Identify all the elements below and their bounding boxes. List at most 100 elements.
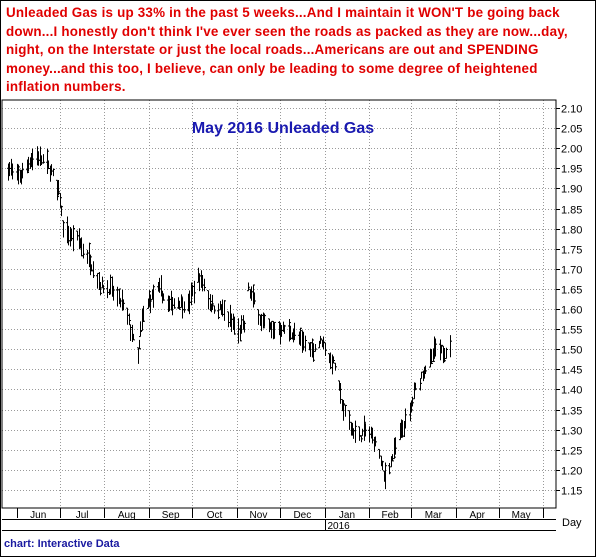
x-month-label: Apr <box>469 510 485 521</box>
ohlc-bar <box>233 316 236 335</box>
ohlc-bar <box>348 410 351 430</box>
ohlc-bar <box>283 324 286 334</box>
x-month-label: Dec <box>293 510 311 521</box>
ohlc-bar <box>46 148 49 175</box>
y-tick-label: 1.75 <box>561 245 582 257</box>
y-tick-label: 1.55 <box>561 325 582 337</box>
y-tick-label: 1.60 <box>561 305 582 317</box>
ohlc-bar <box>126 307 129 325</box>
ohlc-bar <box>420 371 423 380</box>
ohlc-bar <box>60 205 63 217</box>
ohlc-bar <box>96 272 99 289</box>
ohlc-bar <box>207 290 210 310</box>
x-month-label: Jan <box>339 510 355 521</box>
ohlc-bar <box>213 305 216 314</box>
ohlc-bar <box>440 344 443 354</box>
ohlc-bar <box>414 382 417 391</box>
ohlc-bar <box>332 356 335 364</box>
ohlc-bar <box>72 225 75 252</box>
ohlc-bar <box>193 280 196 304</box>
y-tick-label: 1.95 <box>561 164 582 176</box>
ohlc-bar <box>217 303 220 320</box>
ohlc-bar <box>138 339 141 350</box>
ohlc-bar <box>183 301 186 313</box>
ohlc-bar <box>434 338 437 357</box>
ohlc-bar <box>411 396 414 407</box>
ohlc-bar <box>293 322 296 341</box>
y-tick-label: 1.40 <box>561 385 582 397</box>
headline-text: Unleaded Gas is up 33% in the past 5 wee… <box>6 5 568 95</box>
y-tick-label: 1.20 <box>561 466 582 478</box>
ohlc-bar <box>354 420 357 443</box>
y-tick-label: 1.30 <box>561 426 582 438</box>
ohlc-bar <box>209 294 212 312</box>
ohlc-bar <box>424 365 427 375</box>
ohlc-bar <box>57 180 60 196</box>
ohlc-bar <box>252 284 255 308</box>
ohlc-bar <box>334 362 337 371</box>
grid-lines <box>2 100 556 508</box>
ohlc-bars <box>7 146 452 490</box>
ohlc-bar <box>358 426 361 441</box>
chart-title: May 2016 Unleaded Gas <box>192 120 374 137</box>
x-year-label: 2016 <box>328 521 351 532</box>
y-tick-label: 1.85 <box>561 205 582 217</box>
ohlc-bar <box>312 342 315 362</box>
x-month-label: Feb <box>382 510 400 521</box>
ohlc-bar <box>322 336 325 350</box>
ohlc-bar <box>324 342 327 357</box>
ohlc-bar <box>304 335 307 352</box>
ohlc-bar <box>162 293 165 301</box>
ohlc-bar <box>263 313 266 328</box>
ohlc-bar <box>112 285 115 301</box>
ohlc-bar <box>393 437 396 460</box>
ohlc-bar <box>203 278 206 292</box>
y-tick-label: 2.05 <box>561 124 582 136</box>
ohlc-bar <box>394 437 397 455</box>
ohlc-bar <box>56 179 59 201</box>
y-tick-label: 1.45 <box>561 365 582 377</box>
axes: 2.10 2.05 2.00 1.95 1.90 1.85 1.80 1.75 1.70 1.65… <box>1 99 582 532</box>
x-month-label: Mar <box>425 510 443 521</box>
ohlc-bar <box>82 243 85 259</box>
ohlc-bar <box>137 347 140 364</box>
ohlc-bar <box>99 281 102 296</box>
x-axis-unit: Day <box>562 517 582 529</box>
x-month-label: Aug <box>118 510 136 521</box>
x-month-label: Oct <box>207 510 223 521</box>
y-tick-label: 2.10 <box>561 104 582 116</box>
ohlc-bar <box>361 428 364 437</box>
ohlc-bar <box>118 288 121 305</box>
ohlc-bar <box>86 249 89 264</box>
y-tick-label: 1.35 <box>561 406 582 418</box>
ohlc-bar <box>17 164 20 185</box>
x-month-label: Nov <box>250 510 268 521</box>
ohlc-bar <box>391 454 394 462</box>
ohlc-bar <box>149 294 152 314</box>
ohlc-bar <box>445 347 448 359</box>
ohlc-bar <box>122 299 125 311</box>
ohlc-bar <box>404 408 407 429</box>
y-tick-label: 1.50 <box>561 345 582 357</box>
ohlc-bar <box>92 261 95 278</box>
x-month-label: Jun <box>30 510 46 521</box>
ohlc-bar <box>342 400 345 421</box>
ohlc-bar <box>223 300 226 321</box>
ohlc-bar <box>344 404 347 417</box>
ohlc-bar <box>388 463 391 475</box>
ohlc-bar <box>363 415 366 441</box>
ohlc-bar <box>52 168 55 177</box>
y-tick-label: 1.90 <box>561 184 582 196</box>
ohlc-bar <box>26 159 29 174</box>
ohlc-bar <box>430 349 433 365</box>
ohlc-bar <box>21 162 24 179</box>
ohlc-bar <box>314 343 317 352</box>
ohlc-bar <box>102 284 105 294</box>
ohlc-bar <box>253 292 256 305</box>
ohlc-bar <box>381 460 384 471</box>
ohlc-bar <box>106 280 109 299</box>
ohlc-bar <box>443 347 446 363</box>
ohlc-bar <box>262 312 265 329</box>
ohlc-bar <box>311 338 314 358</box>
